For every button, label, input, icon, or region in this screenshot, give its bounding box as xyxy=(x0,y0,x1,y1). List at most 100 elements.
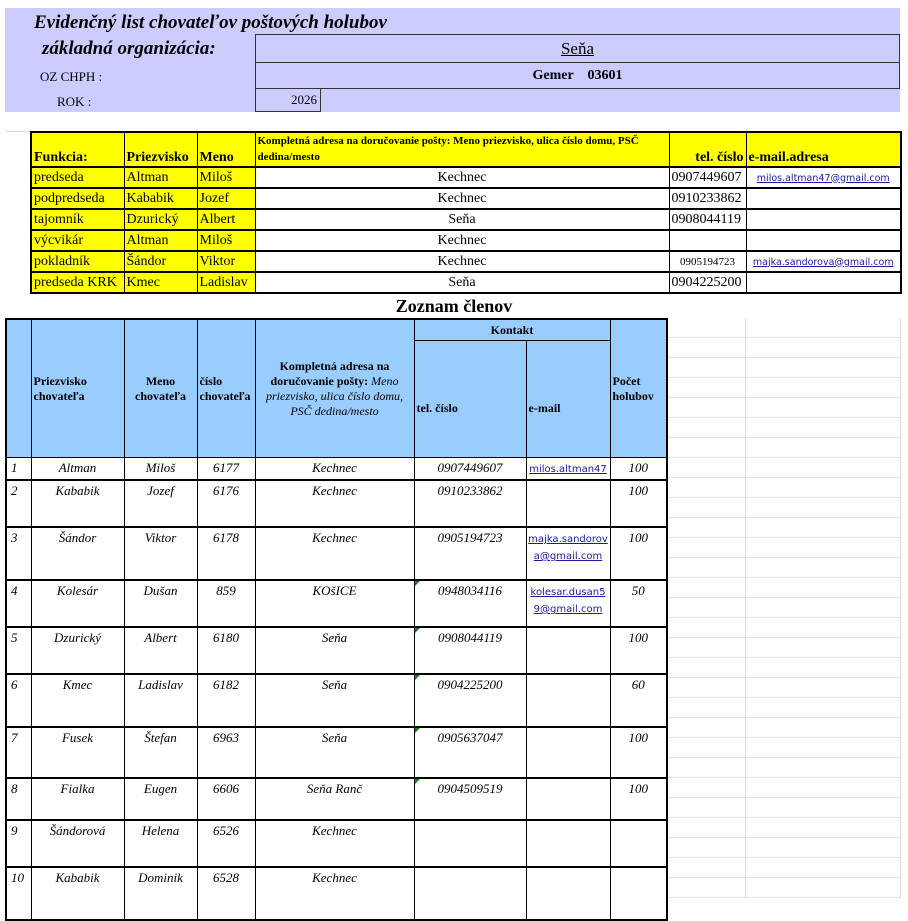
cell-count[interactable]: 100 xyxy=(609,626,668,675)
cell-phone[interactable]: 0905194723 xyxy=(413,526,527,581)
cell-count[interactable] xyxy=(609,866,668,921)
cell-number[interactable]: 6528 xyxy=(196,866,256,921)
cell-email[interactable] xyxy=(745,229,902,252)
cell-name[interactable]: Albert xyxy=(123,626,198,675)
cell-index[interactable]: 10 xyxy=(5,866,32,921)
cell-funkcia[interactable]: pokladník xyxy=(30,250,125,273)
cell-priezvisko[interactable]: Altman xyxy=(123,229,198,252)
cell-adresa[interactable]: Kechnec xyxy=(254,187,670,210)
cell-funkcia[interactable]: predseda xyxy=(30,166,125,189)
cell-name[interactable]: Ladislav xyxy=(123,673,198,728)
cell-adresa[interactable]: Kechnec xyxy=(254,250,670,273)
cell-priezvisko[interactable]: Šándor xyxy=(123,250,198,273)
cell-index[interactable]: 6 xyxy=(5,673,32,728)
cell-number[interactable]: 6182 xyxy=(196,673,256,728)
cell-surname[interactable]: Kolesár xyxy=(30,579,125,628)
cell-email[interactable] xyxy=(745,271,902,294)
cell-address[interactable]: KOšICE xyxy=(254,579,415,628)
cell-number[interactable]: 6178 xyxy=(196,526,256,581)
cell-tel[interactable]: 0910233862 xyxy=(668,187,747,210)
cell-address[interactable]: Seňa xyxy=(254,726,415,779)
cell-adresa[interactable]: Seňa xyxy=(254,271,670,294)
cell-adresa[interactable]: Kechnec xyxy=(254,166,670,189)
cell-phone[interactable]: 0908044119 xyxy=(413,626,527,675)
cell-name[interactable]: Dušan xyxy=(123,579,198,628)
cell-funkcia[interactable]: predseda KRK xyxy=(30,271,125,294)
cell-index[interactable]: 9 xyxy=(5,819,32,868)
cell-funkcia[interactable]: výcvikár xyxy=(30,229,125,252)
email-link[interactable]: majka.sandorova@gmail.com xyxy=(528,534,608,562)
cell-priezvisko[interactable]: Altman xyxy=(123,166,198,189)
cell-email[interactable]: majka.sandorova@gmail.com xyxy=(745,250,902,273)
cell-surname[interactable]: Šándor xyxy=(30,526,125,581)
cell-surname[interactable]: Kmec xyxy=(30,673,125,728)
cell-email[interactable]: milos.altman47 xyxy=(525,457,611,481)
cell-count[interactable]: 100 xyxy=(609,479,668,528)
cell-phone[interactable] xyxy=(413,866,527,921)
cell-email[interactable] xyxy=(525,479,611,528)
cell-index[interactable]: 1 xyxy=(5,457,32,481)
cell-surname[interactable]: Dzurický xyxy=(30,626,125,675)
cell-tel[interactable]: 0905194723 xyxy=(668,250,747,273)
cell-count[interactable]: 100 xyxy=(609,526,668,581)
cell-address[interactable]: Seňa Ranč xyxy=(254,777,415,821)
cell-meno[interactable]: Viktor xyxy=(196,250,256,273)
cell-name[interactable]: Štefan xyxy=(123,726,198,779)
cell-count[interactable]: 50 xyxy=(609,579,668,628)
cell-email[interactable] xyxy=(525,819,611,868)
cell-email[interactable] xyxy=(525,866,611,921)
cell-phone[interactable]: 0904225200 xyxy=(413,673,527,728)
cell-surname[interactable]: Kababik xyxy=(30,866,125,921)
cell-phone[interactable]: 0948034116 xyxy=(413,579,527,628)
email-link[interactable]: milos.altman47 xyxy=(529,464,607,475)
cell-address[interactable]: Kechnec xyxy=(254,819,415,868)
cell-number[interactable]: 6606 xyxy=(196,777,256,821)
cell-adresa[interactable]: Seňa xyxy=(254,208,670,231)
cell-name[interactable]: Eugen xyxy=(123,777,198,821)
cell-surname[interactable]: Kababik xyxy=(30,479,125,528)
cell-index[interactable]: 8 xyxy=(5,777,32,821)
cell-address[interactable]: Kechnec xyxy=(254,479,415,528)
cell-tel[interactable]: 0904225200 xyxy=(668,271,747,294)
cell-address[interactable]: Kechnec xyxy=(254,526,415,581)
cell-name[interactable]: Helena xyxy=(123,819,198,868)
email-link[interactable]: milos.altman47@gmail.com xyxy=(756,172,890,184)
email-link[interactable]: kolesar.dusan59@gmail.com xyxy=(530,587,606,615)
cell-address[interactable]: Kechnec xyxy=(254,457,415,481)
cell-number[interactable]: 859 xyxy=(196,579,256,628)
cell-surname[interactable]: Šándorová xyxy=(30,819,125,868)
cell-phone[interactable]: 0904509519 xyxy=(413,777,527,821)
cell-email[interactable] xyxy=(745,208,902,231)
cell-meno[interactable]: Miloš xyxy=(196,166,256,189)
cell-priezvisko[interactable]: Dzurický xyxy=(123,208,198,231)
cell-email[interactable] xyxy=(525,726,611,779)
cell-index[interactable]: 5 xyxy=(5,626,32,675)
cell-meno[interactable]: Ladislav xyxy=(196,271,256,294)
cell-adresa[interactable]: Kechnec xyxy=(254,229,670,252)
cell-address[interactable]: Seňa xyxy=(254,626,415,675)
cell-email[interactable] xyxy=(525,626,611,675)
cell-number[interactable]: 6177 xyxy=(196,457,256,481)
cell-email[interactable]: milos.altman47@gmail.com xyxy=(745,166,902,189)
cell-count[interactable]: 100 xyxy=(609,726,668,779)
cell-number[interactable]: 6526 xyxy=(196,819,256,868)
rok-value-cell[interactable]: 2026 xyxy=(255,88,321,112)
cell-count[interactable]: 100 xyxy=(609,777,668,821)
cell-name[interactable]: Dominik xyxy=(123,866,198,921)
cell-meno[interactable]: Jozef xyxy=(196,187,256,210)
cell-surname[interactable]: Altman xyxy=(30,457,125,481)
cell-email[interactable]: kolesar.dusan59@gmail.com xyxy=(525,579,611,628)
cell-phone[interactable]: 0905637047 xyxy=(413,726,527,779)
cell-count[interactable]: 60 xyxy=(609,673,668,728)
cell-index[interactable]: 3 xyxy=(5,526,32,581)
email-link[interactable]: majka.sandorova@gmail.com xyxy=(752,256,894,268)
cell-priezvisko[interactable]: Kababik xyxy=(123,187,198,210)
cell-meno[interactable]: Miloš xyxy=(196,229,256,252)
cell-number[interactable]: 6176 xyxy=(196,479,256,528)
cell-index[interactable]: 2 xyxy=(5,479,32,528)
cell-email[interactable] xyxy=(525,777,611,821)
cell-priezvisko[interactable]: Kmec xyxy=(123,271,198,294)
cell-name[interactable]: Jozef xyxy=(123,479,198,528)
org-value-cell[interactable]: Seňa xyxy=(255,34,900,63)
cell-email[interactable] xyxy=(745,187,902,210)
